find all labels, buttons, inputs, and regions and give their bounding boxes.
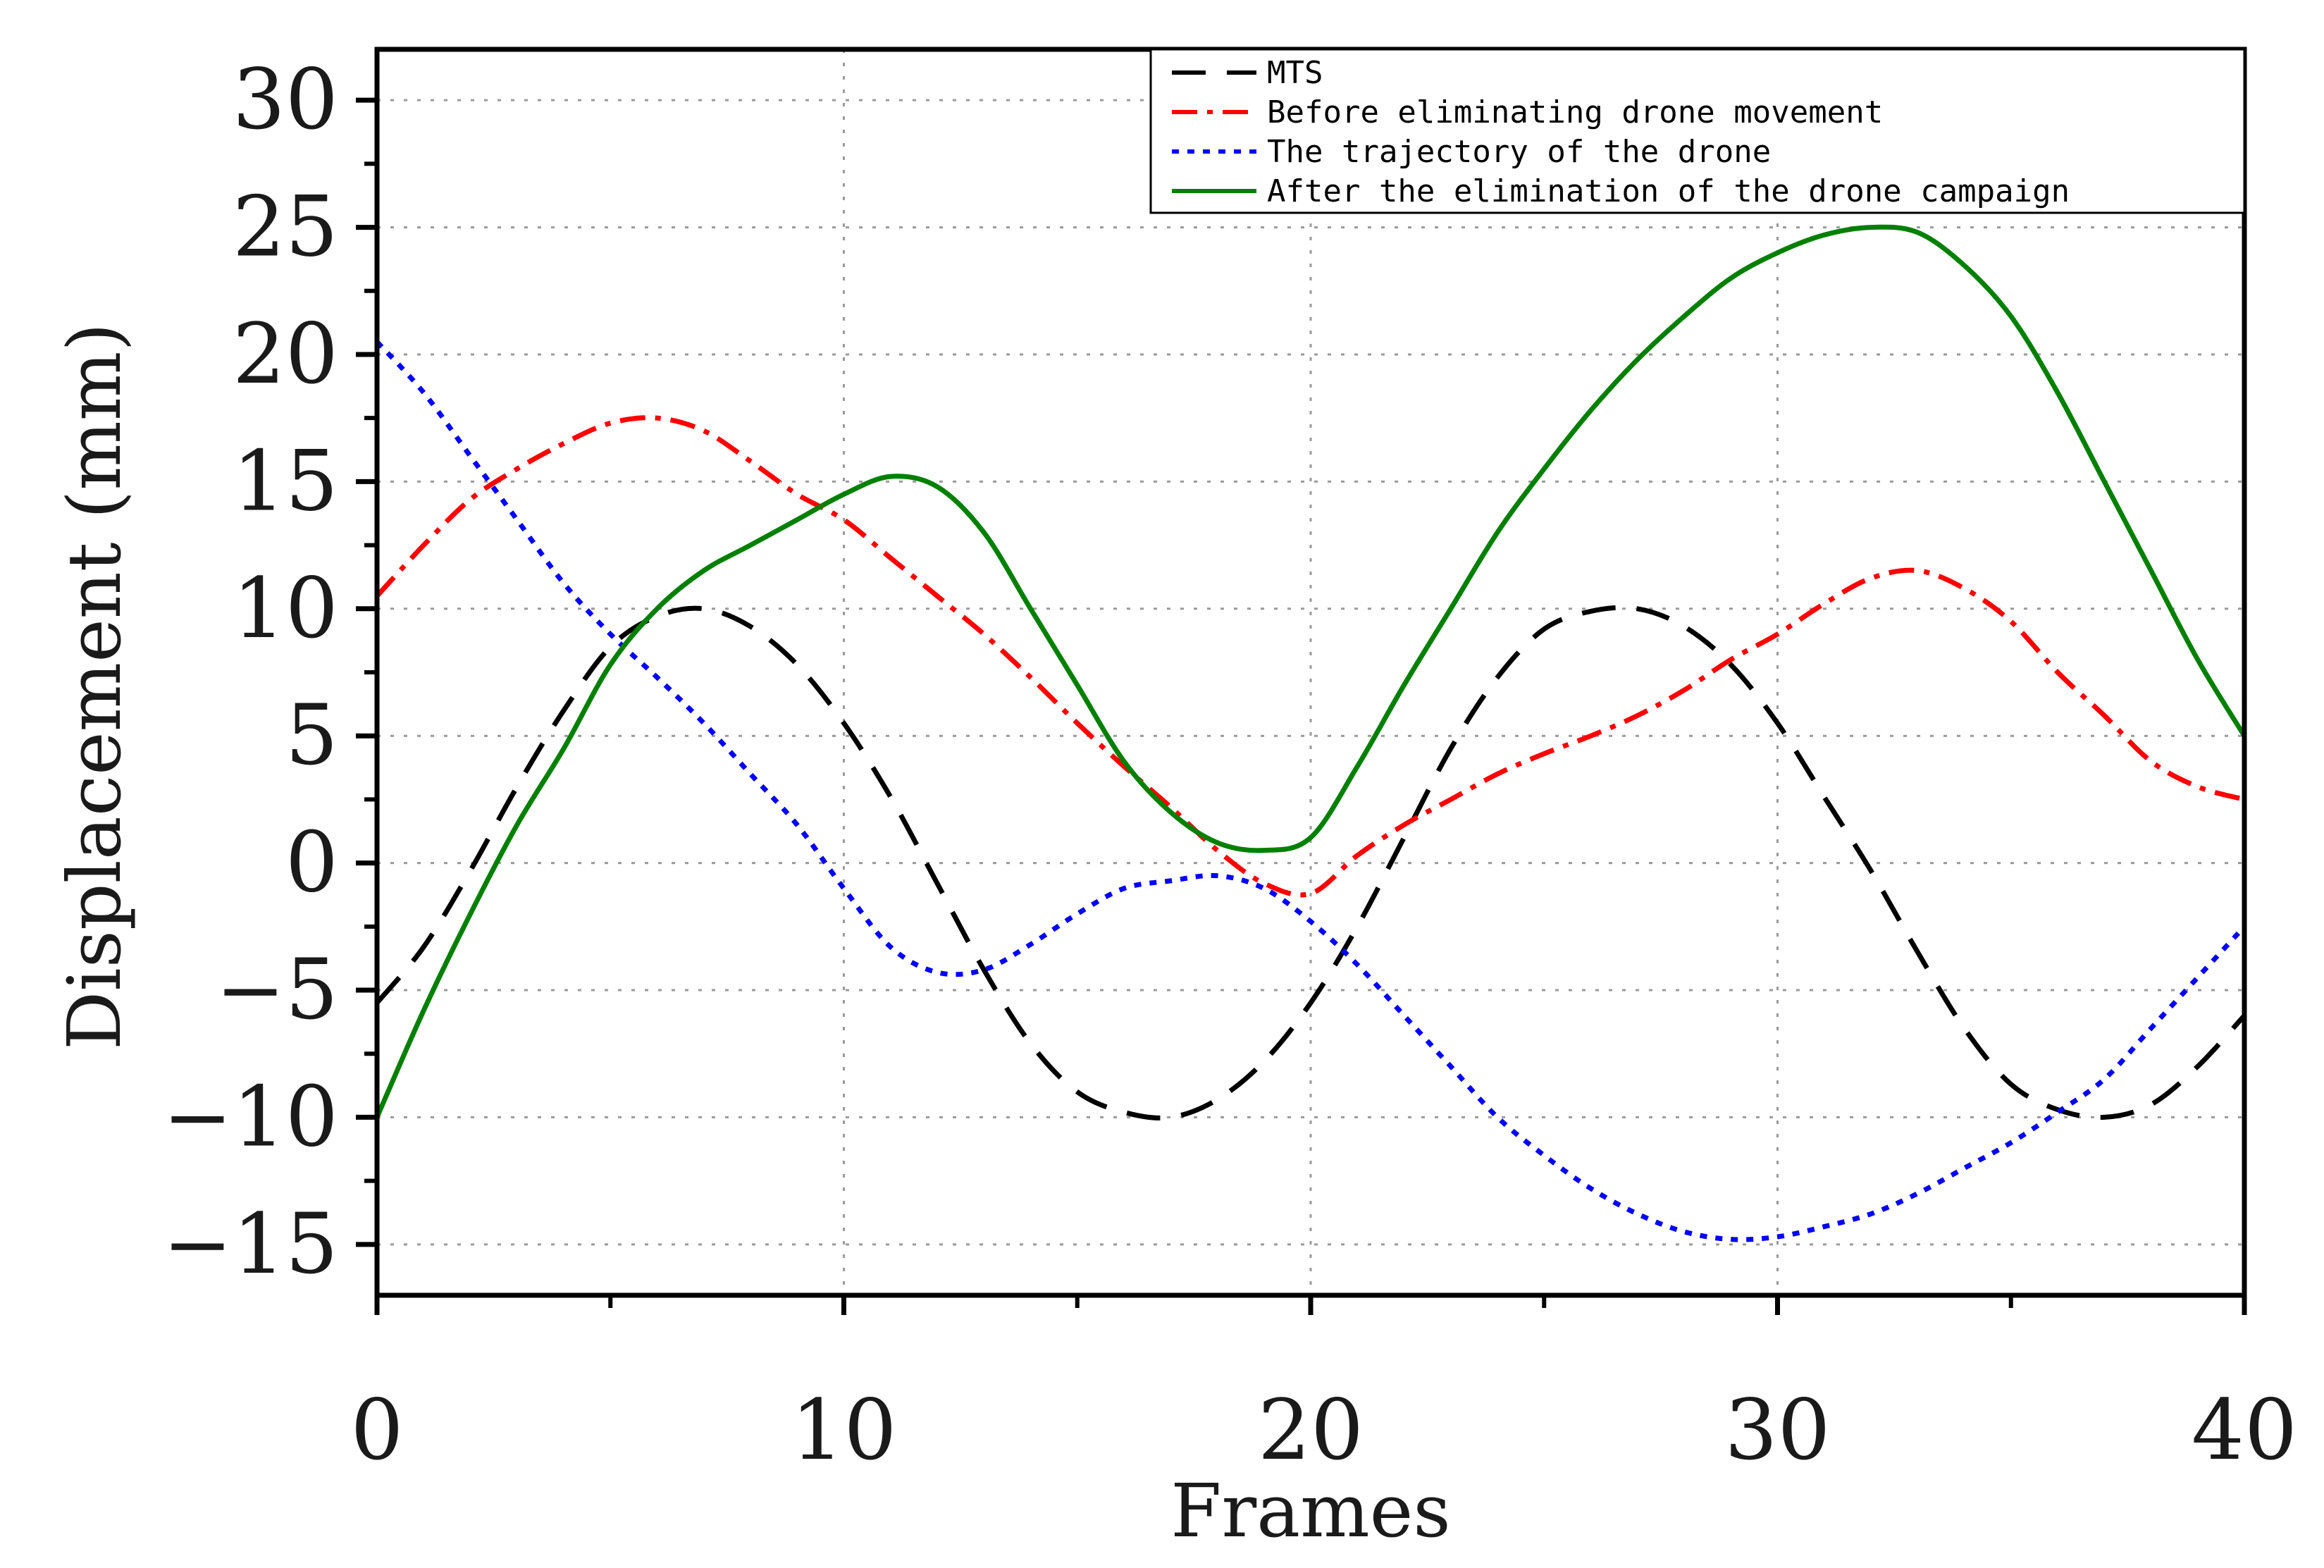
series-line-0 bbox=[375, 605, 2246, 1121]
x-tick-label: 30 bbox=[1724, 1381, 1830, 1479]
x-tick-label: 0 bbox=[350, 1381, 403, 1479]
legend-box bbox=[1149, 48, 2246, 214]
y-tick-label: 30 bbox=[233, 51, 338, 148]
y-tick-label: −15 bbox=[163, 1195, 338, 1292]
legend-label-mts: MTS bbox=[1267, 55, 1323, 91]
x-tick-label: 20 bbox=[1258, 1381, 1364, 1479]
x-tick-label: 40 bbox=[2192, 1381, 2297, 1479]
x-tick-label: 10 bbox=[791, 1381, 896, 1479]
y-tick-label: 25 bbox=[233, 178, 338, 276]
y-tick-label: 5 bbox=[285, 686, 338, 784]
legend-label-drone: The trajectory of the drone bbox=[1267, 134, 1771, 170]
legend-label-before: Before eliminating drone movement bbox=[1267, 94, 1883, 130]
y-tick-label: 15 bbox=[233, 432, 338, 529]
tick-labels: −15 −10 −5 0 5 10 15 20 25 30 0 10 20 30 40 bbox=[163, 51, 2297, 1479]
y-tick-label: −5 bbox=[216, 941, 338, 1038]
series-line-2 bbox=[375, 340, 2246, 1242]
series-line-1 bbox=[375, 415, 2245, 898]
y-tick-label: 10 bbox=[233, 560, 338, 657]
grid-lines bbox=[377, 49, 2244, 1295]
x-axis-title: Frames bbox=[1170, 1468, 1450, 1554]
legend: MTS Before eliminating drone movement Th… bbox=[1149, 48, 2246, 214]
y-tick-label: 0 bbox=[285, 814, 338, 911]
axis-ticks bbox=[356, 97, 2247, 1315]
series-lines bbox=[374, 224, 2246, 1242]
y-tick-label: 20 bbox=[233, 305, 338, 402]
y-axis-title: Displacement (mm) bbox=[51, 323, 137, 1050]
series-line-3 bbox=[374, 224, 2246, 1118]
legend-label-after: After the elimination of the drone campa… bbox=[1267, 173, 2070, 209]
y-tick-label: −10 bbox=[163, 1068, 338, 1165]
